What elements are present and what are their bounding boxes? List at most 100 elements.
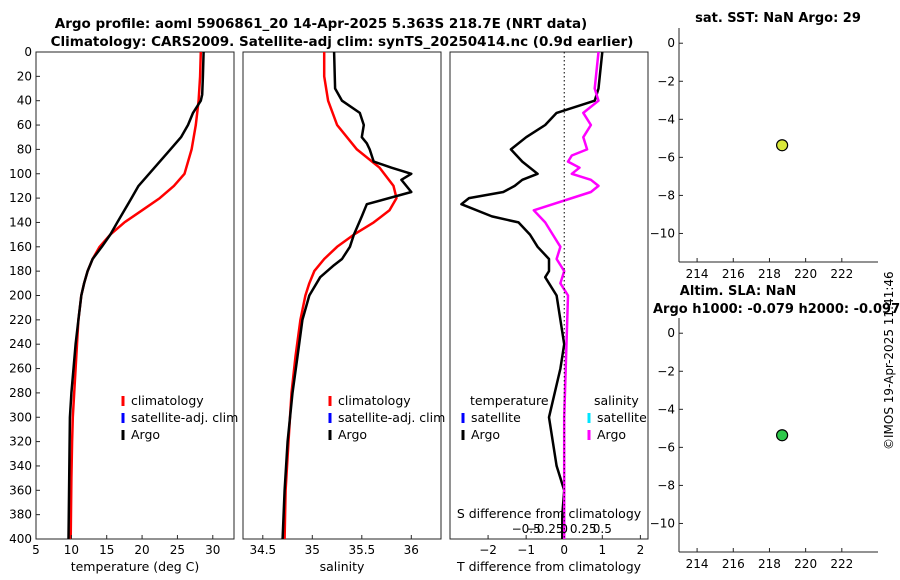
difference-salinity-tick-label: 0.5 bbox=[593, 522, 612, 536]
difference-panel: −2 −1 0 1 2 T difference from climatology S di… bbox=[449, 51, 649, 574]
temperature-x-tick-label: 5 bbox=[32, 543, 40, 557]
sla-y-tick-label: −4 bbox=[657, 402, 675, 416]
difference-salinity-tick-label: −0.25 bbox=[527, 522, 564, 536]
temperature-y-tick-label: 280 bbox=[9, 386, 32, 400]
sla-x-tick-label: 218 bbox=[758, 557, 781, 571]
timestamp-text: ©IMOS 19-Apr-2025 11:41:46 bbox=[882, 271, 896, 450]
temperature-legend-label: satellite-adj. clim bbox=[131, 410, 238, 425]
sst-y-tick-label: −8 bbox=[657, 188, 675, 202]
sst-x-tick-label: 214 bbox=[686, 267, 709, 281]
difference-legend-label: Argo bbox=[471, 427, 500, 442]
salinity-x-tick-label: 36 bbox=[404, 543, 419, 557]
sst-x-tick-label: 216 bbox=[722, 267, 745, 281]
sst-argo-point bbox=[776, 139, 789, 152]
sst-y-tick-label: −6 bbox=[657, 150, 675, 164]
temperature-y-tick-label: 120 bbox=[9, 191, 32, 205]
sst-y-tick-label: 0 bbox=[667, 36, 675, 50]
temperature-y-tick-label: 380 bbox=[9, 508, 32, 522]
temperature-legend-label: Argo bbox=[131, 427, 160, 442]
salinity-axes-box bbox=[242, 51, 442, 540]
temperature-argo-line bbox=[67, 51, 205, 540]
sst-y-tick-label: −4 bbox=[657, 112, 675, 126]
sst-map-panel: 0 −2 −4 −6 −8 −10 214 216 218 220 222 sat. SST: NaN… bbox=[650, 11, 878, 281]
salinity-legend-label: satellite-adj. clim bbox=[338, 410, 445, 425]
salinity-x-tick-label: 34.5 bbox=[249, 543, 276, 557]
temperature-x-tick-label: 10 bbox=[64, 543, 79, 557]
difference-legend-title: temperature bbox=[470, 393, 549, 408]
sla-x-tick-label: 222 bbox=[830, 557, 853, 571]
sla-y-tick-label: −8 bbox=[657, 478, 675, 492]
temperature-x-tick-label: 20 bbox=[134, 543, 149, 557]
sla-y-tick-label: −10 bbox=[650, 516, 675, 530]
temperature-y-tick-label: 160 bbox=[9, 240, 32, 254]
difference-t-difference-line bbox=[460, 51, 604, 539]
difference-salinity-tick-label: 0 bbox=[560, 522, 568, 536]
temperature-x-tick-label: 15 bbox=[99, 543, 114, 557]
difference-top-axis-label: S difference from climatology bbox=[457, 506, 642, 521]
temperature-y-tick-label: 0 bbox=[24, 45, 32, 59]
sla-y-tick-label: 0 bbox=[667, 326, 675, 340]
sst-y-tick-label: −2 bbox=[657, 74, 675, 88]
sla-x-tick-label: 220 bbox=[794, 557, 817, 571]
difference-x-tick-label: 2 bbox=[637, 543, 645, 557]
temperature-y-tick-label: 320 bbox=[9, 435, 32, 449]
salinity-legend-label: Argo bbox=[338, 427, 367, 442]
difference-s-difference-line bbox=[532, 51, 600, 539]
sst-x-tick-label: 218 bbox=[758, 267, 781, 281]
sla-subtitle: Argo h1000: -0.079 h2000: -0.097 bbox=[653, 302, 900, 317]
sst-x-tick-label: 222 bbox=[830, 267, 853, 281]
temperature-x-tick-label: 25 bbox=[170, 543, 185, 557]
temperature-y-tick-label: 20 bbox=[17, 69, 32, 83]
difference-legend-title: salinity bbox=[594, 393, 639, 408]
salinity-legend-label: climatology bbox=[338, 393, 411, 408]
sla-y-tick-label: −2 bbox=[657, 364, 675, 378]
figure-title-line1: Argo profile: aoml 5906861_20 14-Apr-202… bbox=[55, 16, 587, 32]
temperature-y-tick-label: 200 bbox=[9, 289, 32, 303]
difference-salinity-tick-label: −0.5 bbox=[512, 522, 541, 536]
sla-map-panel: 0 −2 −4 −6 −8 −10 214 216 218 220 222 Altim. SLA: N… bbox=[650, 284, 900, 571]
salinity-climatology-line bbox=[283, 52, 398, 540]
salinity-x-tick-label: 35 bbox=[305, 543, 320, 557]
temperature-y-tick-label: 40 bbox=[17, 94, 32, 108]
temperature-x-tick-label: 30 bbox=[205, 543, 220, 557]
difference-x-tick-label: −2 bbox=[479, 543, 497, 557]
salinity-argo-line bbox=[281, 51, 413, 540]
temperature-y-tick-label: 340 bbox=[9, 459, 32, 473]
temperature-y-tick-label: 140 bbox=[9, 215, 32, 229]
temperature-panel: 5 10 15 20 25 3002040608010012014016018020022… bbox=[9, 45, 238, 574]
temperature-y-tick-label: 220 bbox=[9, 313, 32, 327]
temperature-y-tick-label: 360 bbox=[9, 483, 32, 497]
sla-x-tick-label: 214 bbox=[686, 557, 709, 571]
difference-legend-label: Argo bbox=[597, 427, 626, 442]
salinity-panel: 34.5 35 35.5 36 salinity climatology satellite… bbox=[242, 51, 445, 574]
temperature-y-tick-label: 80 bbox=[17, 142, 32, 156]
temperature-y-tick-label: 400 bbox=[9, 532, 32, 546]
sst-y-tick-label: −10 bbox=[650, 226, 675, 240]
salinity-x-axis-label: salinity bbox=[320, 559, 365, 574]
temperature-y-tick-label: 300 bbox=[9, 410, 32, 424]
sst-x-tick-label: 220 bbox=[794, 267, 817, 281]
sla-title: Altim. SLA: NaN bbox=[680, 284, 796, 299]
sst-title: sat. SST: NaN Argo: 29 bbox=[695, 11, 861, 26]
sla-x-tick-label: 216 bbox=[722, 557, 745, 571]
temperature-y-tick-label: 60 bbox=[17, 118, 32, 132]
difference-axes-box bbox=[449, 51, 649, 540]
temperature-y-tick-label: 260 bbox=[9, 362, 32, 376]
salinity-x-tick-label: 35.5 bbox=[348, 543, 375, 557]
temperature-x-axis-label: temperature (deg C) bbox=[71, 559, 200, 574]
figure-title-line2: Climatology: CARS2009. Satellite-adj cli… bbox=[51, 34, 634, 50]
difference-x-tick-label: 1 bbox=[598, 543, 606, 557]
difference-x-tick-label: 0 bbox=[560, 543, 568, 557]
difference-salinity-tick-label: 0.25 bbox=[570, 522, 597, 536]
temperature-y-tick-label: 100 bbox=[9, 167, 32, 181]
temperature-y-tick-label: 180 bbox=[9, 264, 32, 278]
difference-legend-label: satellite bbox=[471, 410, 521, 425]
temperature-axes-box bbox=[35, 51, 235, 540]
sla-y-tick-label: −6 bbox=[657, 440, 675, 454]
difference-x-tick-label: −1 bbox=[517, 543, 535, 557]
difference-x-axis-label: T difference from climatology bbox=[456, 559, 642, 574]
difference-legend-label: satellite bbox=[597, 410, 647, 425]
sla-argo-point bbox=[776, 429, 789, 442]
temperature-y-tick-label: 240 bbox=[9, 337, 32, 351]
